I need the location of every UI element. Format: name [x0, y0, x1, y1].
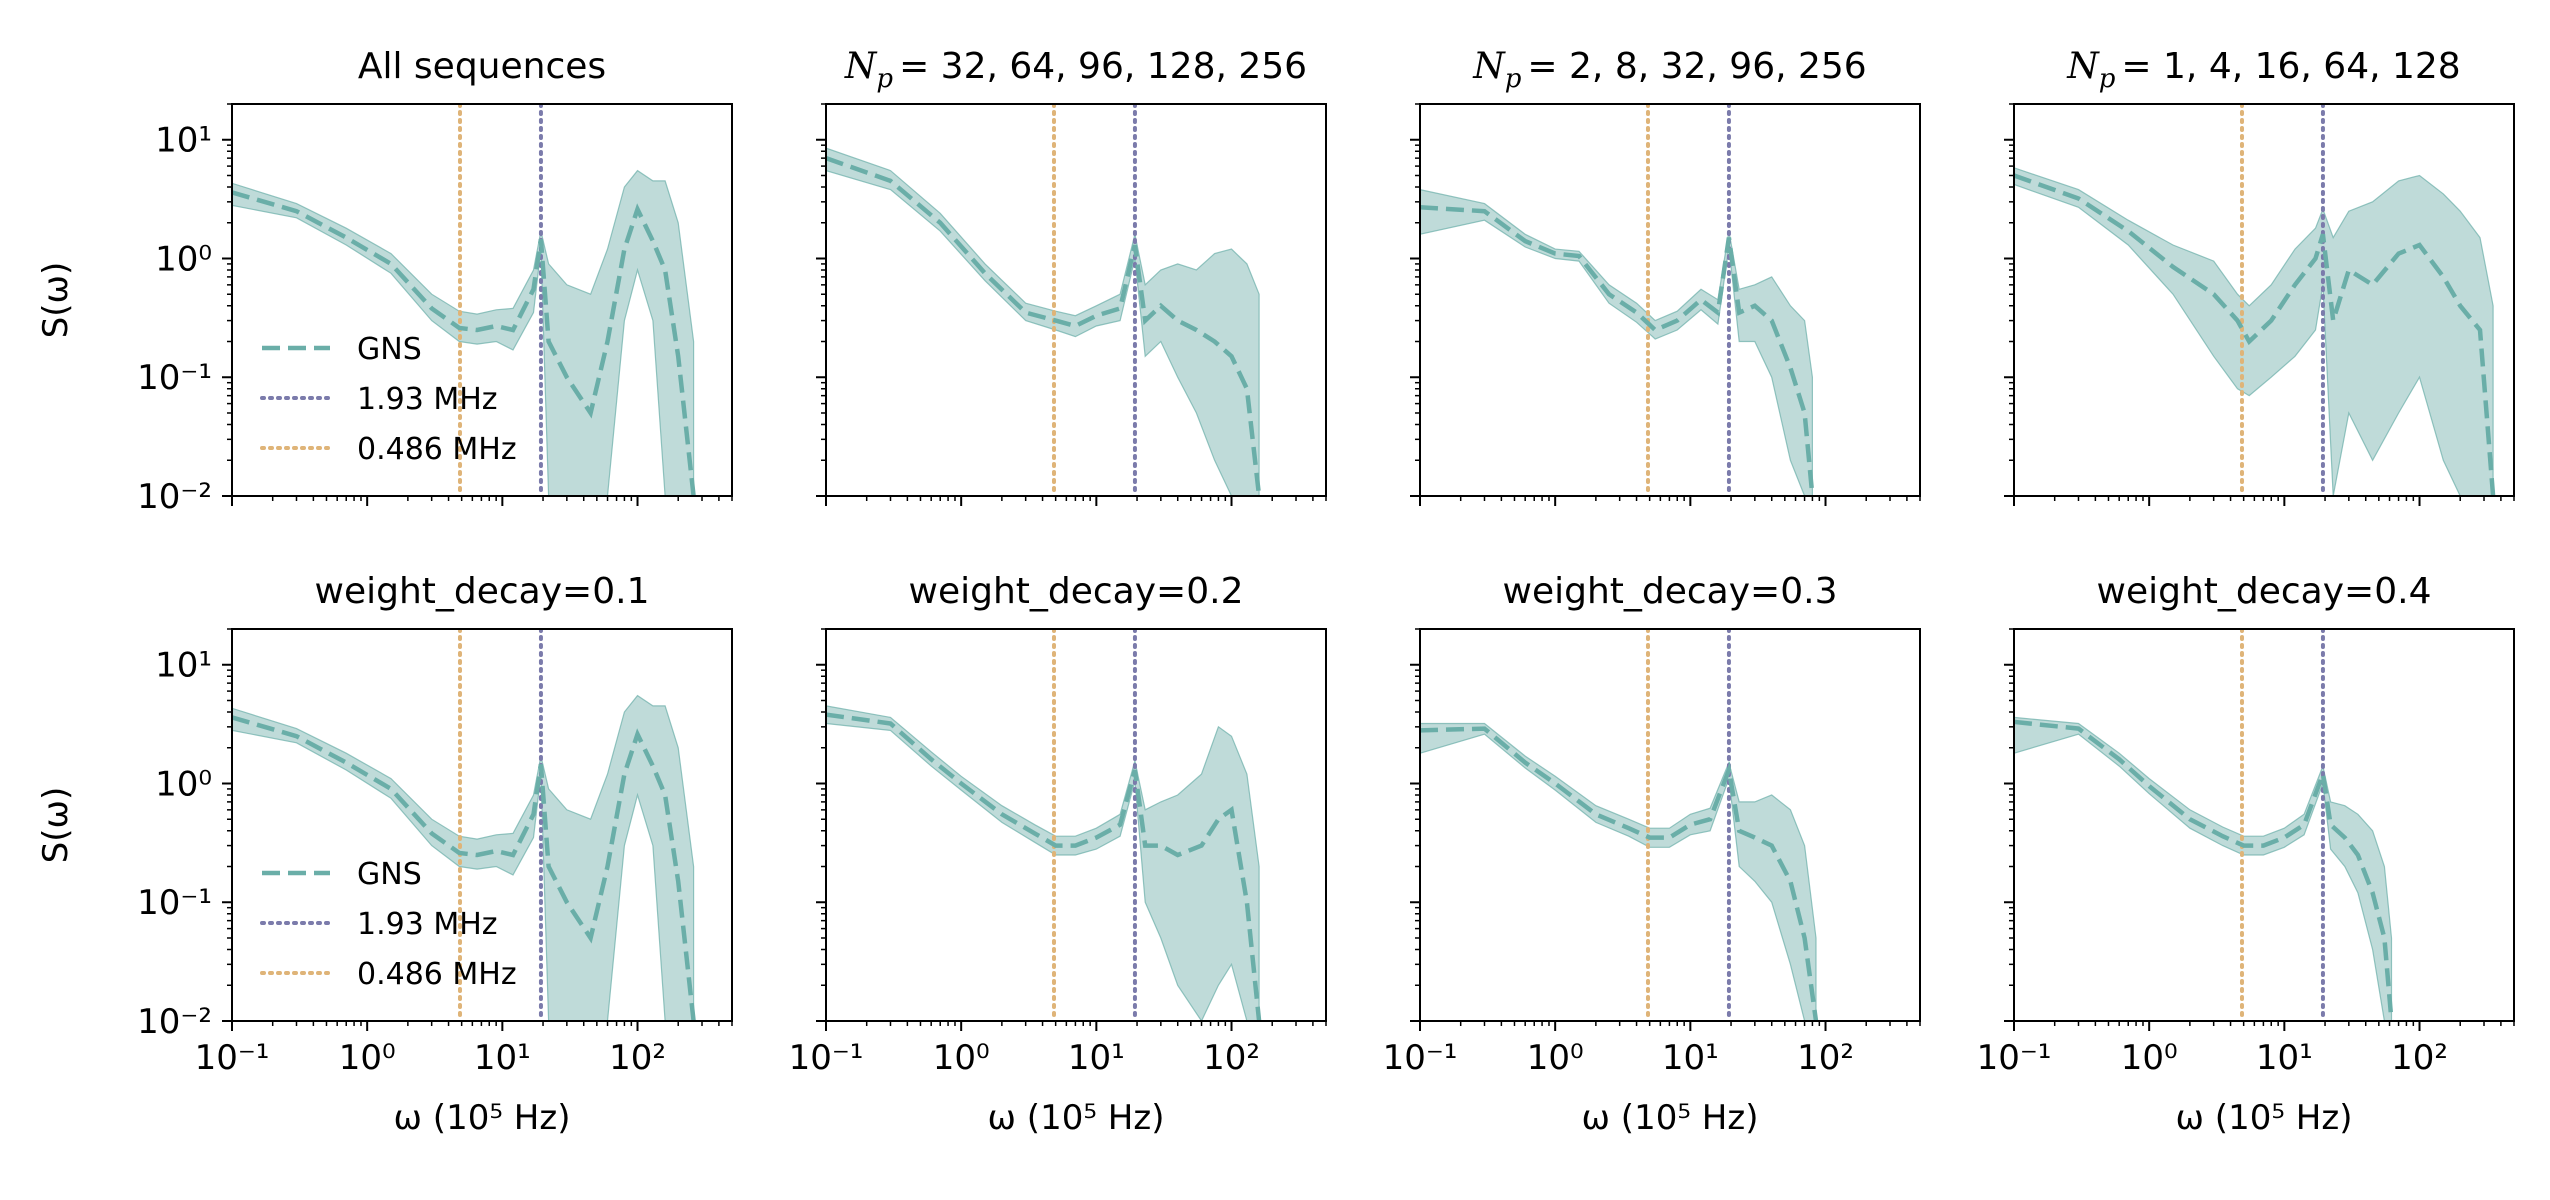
x-tick-label: 10²	[1797, 1038, 1854, 1078]
plot-area	[1420, 104, 1815, 496]
legend-gns-label: GNS	[357, 332, 422, 367]
plot-area	[826, 629, 1262, 1021]
plot-area	[232, 104, 696, 496]
plot-area	[2014, 104, 2496, 496]
y-tick-label: 10⁻¹	[137, 883, 212, 923]
title-values: = 2, 8, 32, 96, 256	[1527, 46, 1866, 87]
plot-area	[232, 629, 696, 1021]
panel-title: weight_decay=0.2	[909, 571, 1244, 612]
gns-mean-line	[232, 190, 696, 496]
legend: GNS 1.93 MHz 0.486 MHz	[260, 857, 517, 992]
chart-panel-top-4: Np = 1, 4, 16, 64, 128	[2004, 46, 2515, 506]
title-symbol-n: N	[844, 46, 878, 87]
gns-uncertainty-band	[1420, 722, 1817, 1021]
x-tick-label: 10¹	[474, 1038, 531, 1078]
gns-mean-line	[2014, 719, 2394, 1021]
gns-mean-line	[826, 712, 1262, 1021]
legend-0-486-mhz-label: 0.486 MHz	[357, 957, 517, 992]
x-tick-label: 10²	[609, 1038, 666, 1078]
plot-area	[1420, 629, 1819, 1021]
x-axis-label: ω (10⁵ Hz)	[394, 1098, 571, 1138]
y-tick-label: 10¹	[155, 646, 212, 686]
title-values: = 32, 64, 96, 128, 256	[899, 46, 1307, 87]
legend-1-93-mhz-label: 1.93 MHz	[357, 382, 498, 417]
gns-uncertainty-band	[826, 705, 1260, 1021]
panel-title: All sequences	[358, 46, 606, 87]
chart-panel-top-3: Np = 2, 8, 32, 96, 256	[1410, 46, 1921, 506]
plot-frame	[1419, 628, 1921, 1022]
gns-mean-line	[232, 715, 696, 1021]
gns-uncertainty-band	[2014, 716, 2393, 1021]
title-subscript-p: p	[876, 64, 893, 94]
gns-uncertainty-band	[826, 147, 1260, 496]
gns-uncertainty-band	[2014, 167, 2494, 496]
x-tick-label: 10⁰	[933, 1038, 990, 1078]
x-tick-label: 10⁻¹	[195, 1038, 270, 1078]
x-axis-label: ω (10⁵ Hz)	[988, 1098, 1165, 1138]
x-tick-label: 10⁰	[339, 1038, 396, 1078]
x-tick-label: 10¹	[2256, 1038, 2313, 1078]
y-axis-label: S(ω)	[36, 262, 76, 339]
gns-mean-line	[1420, 205, 1815, 496]
y-tick-label: 10¹	[155, 121, 212, 161]
legend-0-486-mhz-label: 0.486 MHz	[357, 432, 517, 467]
x-tick-label: 10⁰	[2121, 1038, 2178, 1078]
plot-area	[826, 104, 1262, 496]
panel-title: weight_decay=0.1	[315, 571, 650, 612]
gns-mean-line	[2014, 173, 2496, 496]
y-tick-label: 10⁰	[155, 764, 212, 804]
title-subscript-p: p	[2099, 64, 2116, 94]
gns-uncertainty-band	[232, 169, 695, 496]
panel-title: weight_decay=0.4	[2097, 571, 2432, 612]
x-tick-label: 10⁻¹	[1383, 1038, 1458, 1078]
y-tick-label: 10⁻¹	[137, 358, 212, 398]
gns-mean-line	[1420, 726, 1819, 1021]
panel-title: Np = 32, 64, 96, 128, 256	[844, 46, 1307, 94]
chart-panel-bottom-3: 10⁻¹ 10⁰ 10¹ 10² ω (10⁵ Hz) weight_decay=0.3	[1383, 571, 1921, 1138]
chart-panel-top-2: Np = 32, 64, 96, 128, 256	[816, 46, 1327, 506]
y-axis-label: S(ω)	[36, 787, 76, 864]
panel-title: weight_decay=0.3	[1503, 571, 1838, 612]
chart-panel-bottom-2: 10⁻¹ 10⁰ 10¹ 10² ω (10⁵ Hz) weight_decay=0.2	[789, 571, 1327, 1138]
chart-panel-top-1: 10⁻² 10⁻¹ 10⁰ 10¹ S(ω) All sequences GNS 1.93 M…	[36, 46, 733, 517]
gns-uncertainty-band	[1420, 188, 1813, 496]
x-tick-label: 10⁻¹	[1977, 1038, 2052, 1078]
legend-gns-label: GNS	[357, 857, 422, 892]
chart-panel-bottom-4: 10⁻¹ 10⁰ 10¹ 10² ω (10⁵ Hz) weight_decay=0.4	[1977, 571, 2515, 1138]
y-tick-label: 10⁰	[155, 239, 212, 279]
title-symbol-n: N	[1472, 46, 1506, 87]
plot-area	[2014, 629, 2394, 1021]
x-axis-label: ω (10⁵ Hz)	[1582, 1098, 1759, 1138]
panel-title: Np = 1, 4, 16, 64, 128	[2066, 46, 2460, 94]
x-tick-label: 10²	[1203, 1038, 1260, 1078]
y-tick-label: 10⁻²	[137, 1002, 212, 1042]
legend: GNS 1.93 MHz 0.486 MHz	[260, 332, 517, 467]
x-tick-label: 10⁰	[1527, 1038, 1584, 1078]
gns-mean-line	[826, 155, 1262, 496]
gns-uncertainty-band	[232, 694, 695, 1021]
plot-frame	[2013, 628, 2515, 1022]
title-symbol-n: N	[2066, 46, 2100, 87]
panel-title: Np = 2, 8, 32, 96, 256	[1472, 46, 1866, 94]
x-tick-label: 10¹	[1068, 1038, 1125, 1078]
x-tick-label: 10⁻¹	[789, 1038, 864, 1078]
x-axis-label: ω (10⁵ Hz)	[2176, 1098, 2353, 1138]
x-tick-label: 10¹	[1662, 1038, 1719, 1078]
title-values: = 1, 4, 16, 64, 128	[2121, 46, 2460, 87]
title-subscript-p: p	[1505, 64, 1522, 94]
x-tick-label: 10²	[2391, 1038, 2448, 1078]
y-tick-label: 10⁻²	[137, 477, 212, 517]
plot-frame	[1419, 103, 1921, 497]
legend-1-93-mhz-label: 1.93 MHz	[357, 907, 498, 942]
